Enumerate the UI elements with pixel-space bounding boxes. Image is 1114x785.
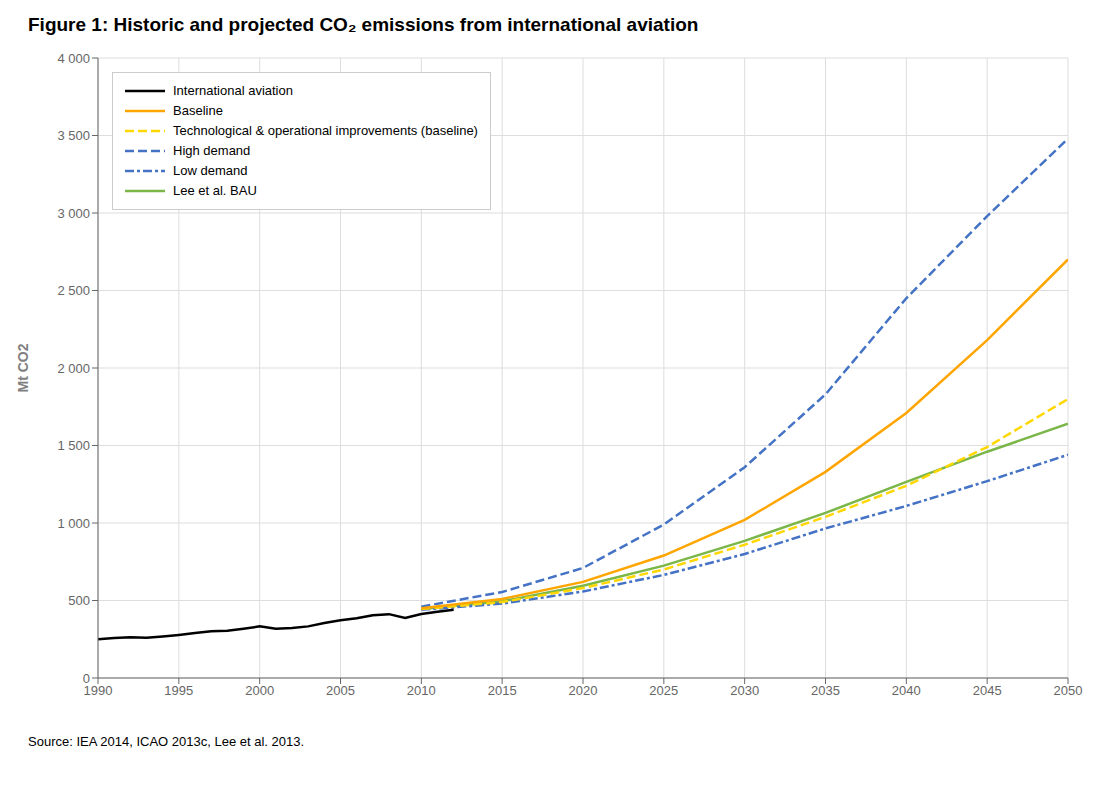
svg-text:2020: 2020 [569,683,598,698]
svg-text:3 000: 3 000 [57,206,90,221]
svg-text:2015: 2015 [488,683,517,698]
svg-text:1 000: 1 000 [57,516,90,531]
html-text:International aviation: International aviation [173,83,293,98]
html-text:Technological & operational im: Technological & operational improvements… [173,123,478,138]
svg-text:2005: 2005 [326,683,355,698]
svg-text:1995: 1995 [164,683,193,698]
svg-text:2045: 2045 [973,683,1002,698]
svg-text:2030: 2030 [730,683,759,698]
svg-text:500: 500 [68,593,90,608]
html-text:Figure 1: Historic and project: Figure 1: Historic and projected CO₂ emi… [28,14,699,35]
svg-text:2040: 2040 [892,683,921,698]
html-text:Source: IEA 2014, ICAO 2013c,: Source: IEA 2014, ICAO 2013c, Lee et al.… [28,734,305,749]
svg-text:4 000: 4 000 [57,51,90,66]
svg-text:2050: 2050 [1054,683,1083,698]
svg-text:2010: 2010 [407,683,436,698]
html-text:Baseline: Baseline [173,103,223,118]
svg-text:3 500: 3 500 [57,128,90,143]
svg-text:1 500: 1 500 [57,438,90,453]
svg-text:2 000: 2 000 [57,361,90,376]
svg-text:2 500: 2 500 [57,283,90,298]
svg-text:1990: 1990 [83,683,113,699]
svg-text:2035: 2035 [811,683,840,698]
svg-text:Mt CO2: Mt CO2 [15,343,31,392]
svg-text:0: 0 [83,671,90,686]
svg-text:2000: 2000 [245,683,274,698]
html-text:Lee et al. BAU: Lee et al. BAU [173,183,257,198]
svg-text:2025: 2025 [649,683,678,698]
html-text:Low demand: Low demand [173,163,248,178]
html-text:High demand: High demand [173,143,251,158]
